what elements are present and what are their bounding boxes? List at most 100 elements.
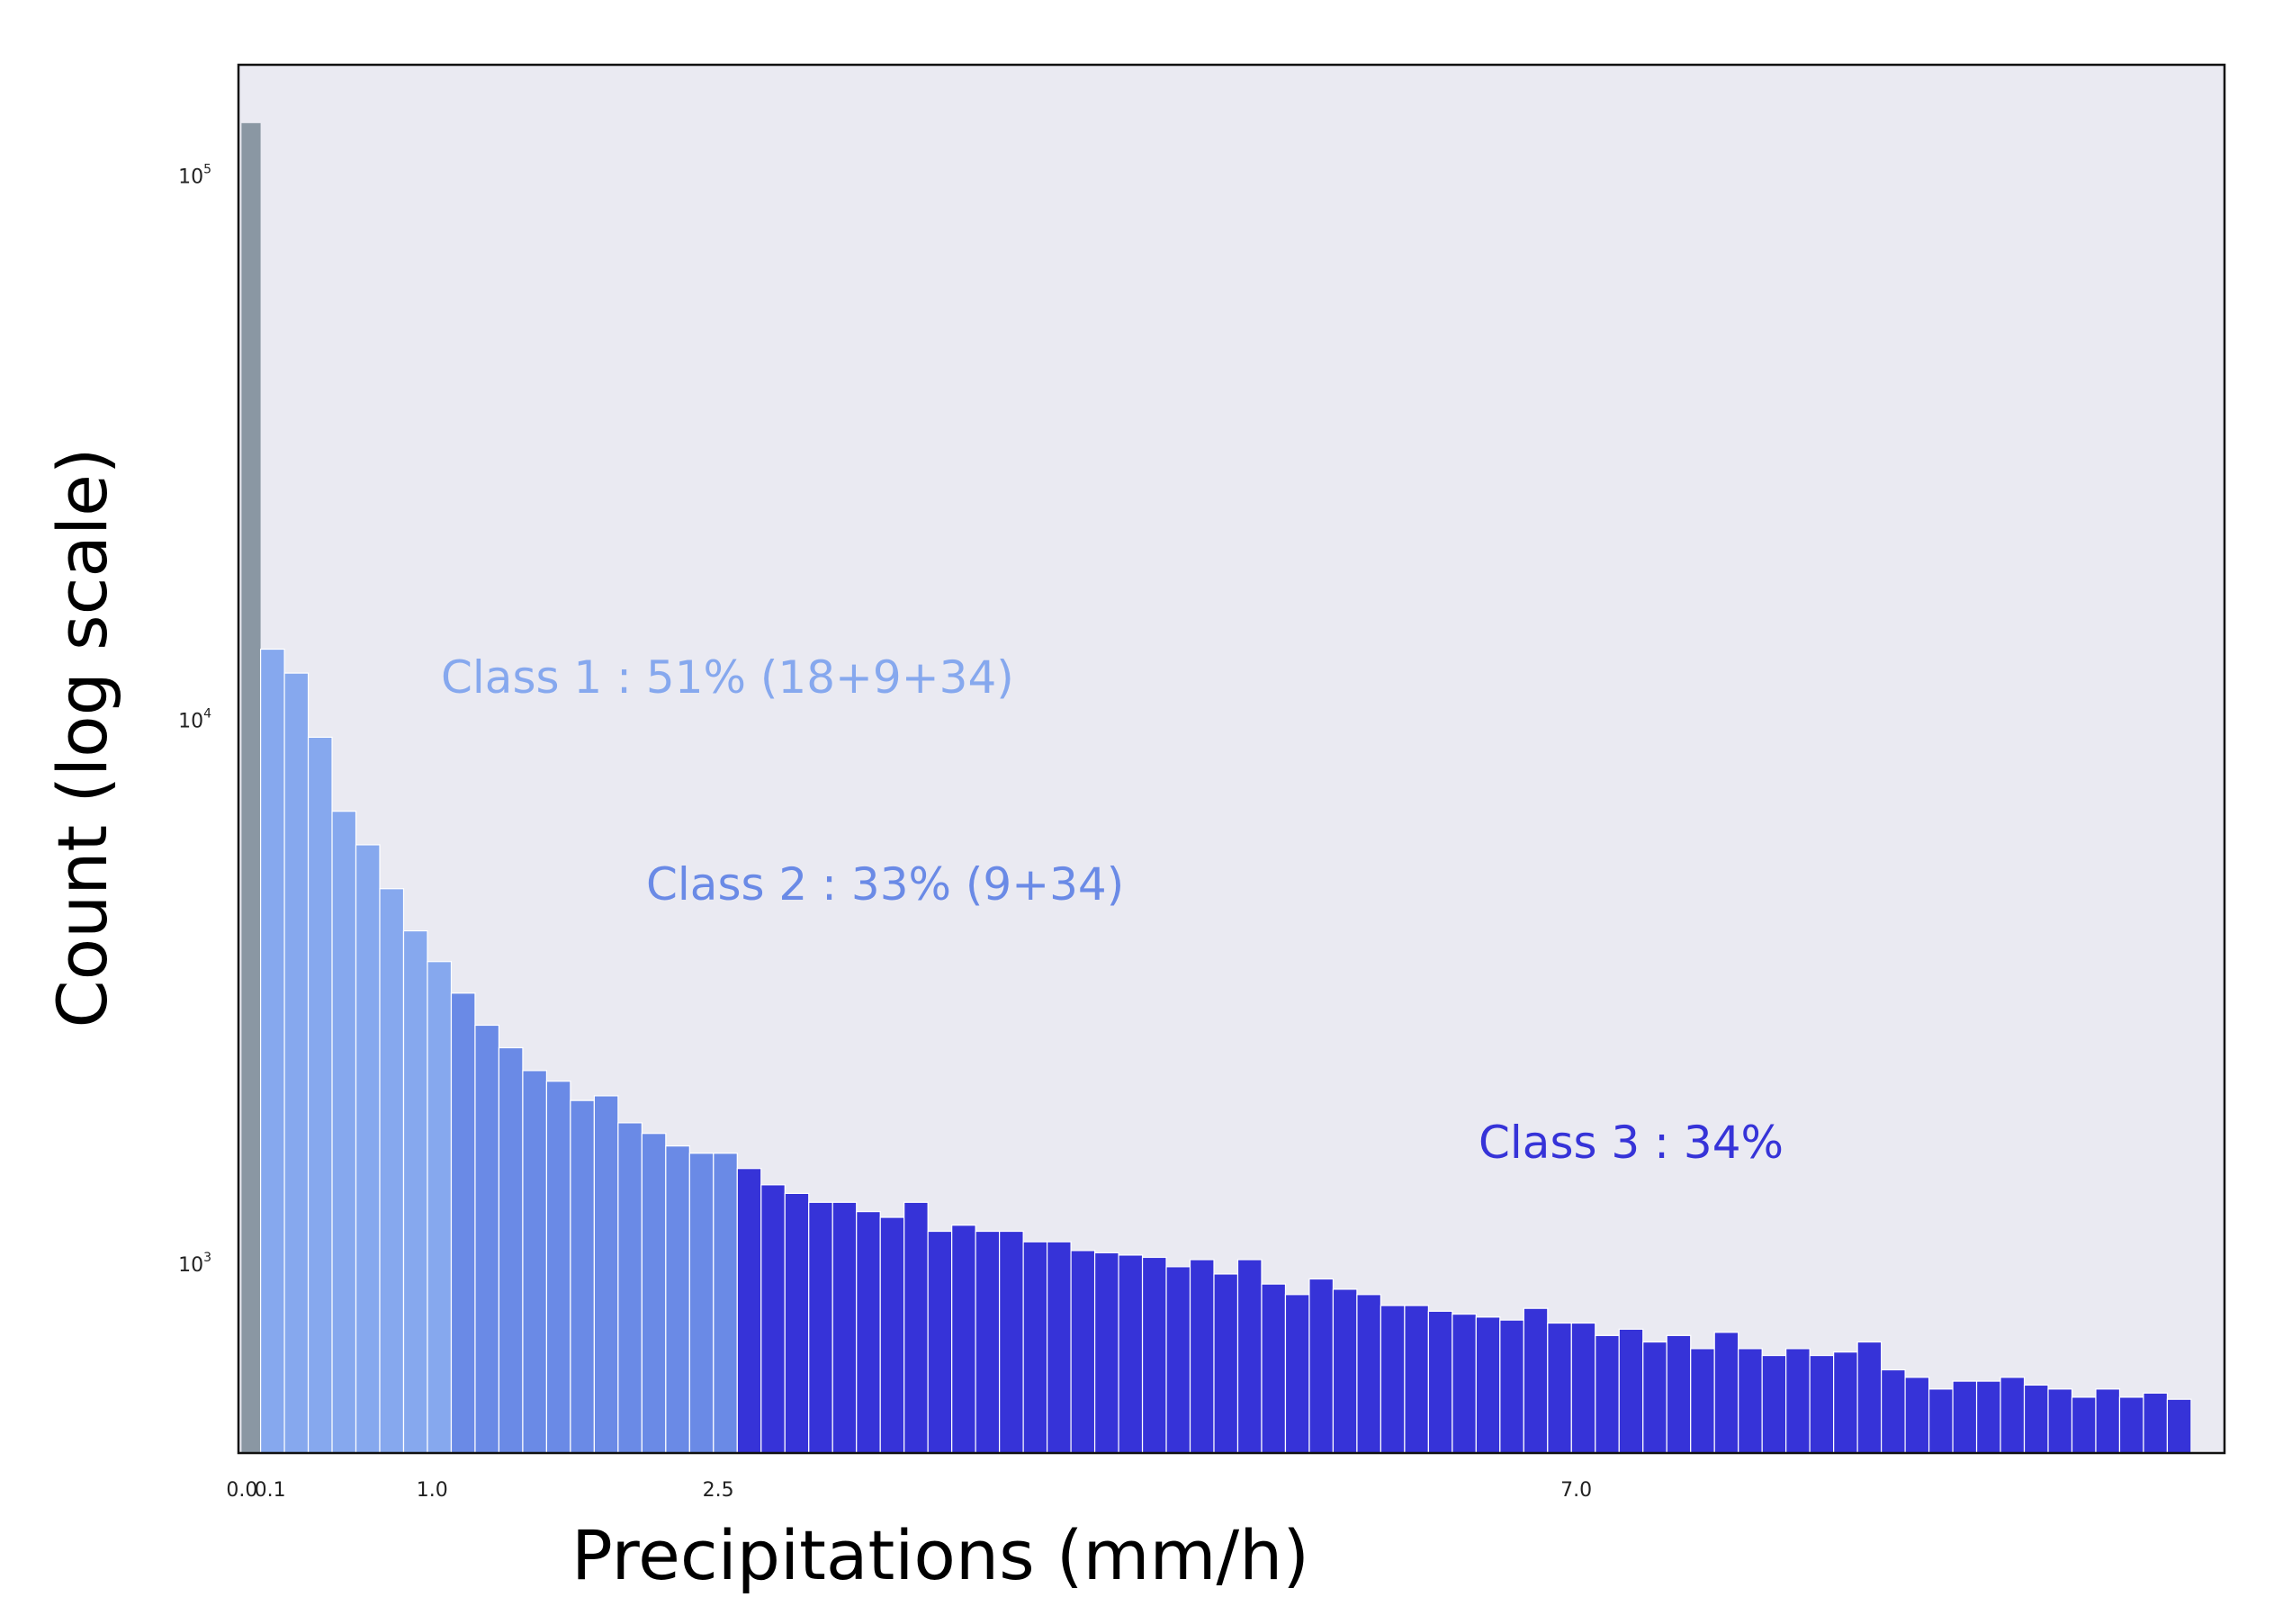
class-annotations: Class 1 : 51% (18+9+34) Class 2 : 33% (9+… (441, 651, 1784, 1169)
bar (1785, 1348, 1811, 1454)
bar (1118, 1254, 1144, 1454)
bar (1761, 1354, 1787, 1454)
bar (1165, 1266, 1191, 1454)
bar (1427, 1310, 1453, 1454)
bar (617, 1122, 643, 1454)
bar (1856, 1341, 1883, 1454)
x-tick-label: 0.1 (255, 1479, 286, 1502)
class-annotation-1: Class 1 : 51% (18+9+34) (441, 651, 1014, 704)
bar (1236, 1259, 1263, 1454)
bar (593, 1095, 619, 1454)
bar (665, 1145, 690, 1454)
bar (2118, 1396, 2144, 1454)
bar (808, 1201, 833, 1454)
bar (856, 1211, 881, 1454)
y-axis-title: Count (log scale) (42, 448, 122, 1028)
class-annotation-2: Class 2 : 33% (9+34) (646, 858, 1124, 911)
bar (1928, 1388, 1954, 1454)
bar (1595, 1334, 1620, 1454)
bar (1047, 1241, 1072, 1454)
bar (283, 672, 310, 1454)
bar (1570, 1322, 1596, 1454)
bar (831, 1201, 858, 1454)
x-tick-label: 0.0 (226, 1479, 257, 1502)
bar (1881, 1368, 1906, 1454)
bar (522, 1070, 548, 1454)
bar (784, 1192, 810, 1454)
bar (355, 844, 381, 1454)
bar (1809, 1354, 1835, 1454)
bar (1189, 1259, 1215, 1454)
bar (1332, 1288, 1358, 1454)
bar (331, 811, 357, 1454)
bar (2047, 1388, 2073, 1454)
bar (1404, 1305, 1429, 1454)
bar (379, 888, 405, 1454)
bar-zero-bin (241, 122, 261, 1453)
bar (570, 1099, 595, 1454)
bar (1380, 1305, 1406, 1454)
bar (999, 1230, 1024, 1454)
y-tick-label: 103 (178, 1251, 211, 1277)
x-tick-label: 2.5 (703, 1479, 734, 1502)
bar (1904, 1377, 1930, 1454)
y-tick-labels: 103 104 105 (178, 162, 211, 1277)
bar (1952, 1380, 1978, 1454)
bar (1141, 1256, 1167, 1454)
bar (879, 1216, 905, 1454)
bar (1833, 1351, 1858, 1454)
x-tick-label: 1.0 (417, 1479, 448, 1502)
bar (1093, 1252, 1119, 1454)
bar (1475, 1316, 1501, 1454)
y-tick-label: 105 (178, 162, 211, 188)
bar (1523, 1307, 1549, 1454)
bar (259, 648, 285, 1454)
x-tick-label: 7.0 (1560, 1479, 1592, 1502)
bar (498, 1046, 524, 1454)
bar (951, 1225, 976, 1454)
bar (474, 1024, 500, 1454)
x-tick-labels: 0.00.1 1.0 2.5 7.0 (226, 1479, 1592, 1502)
bar (1547, 1322, 1572, 1454)
bar (2095, 1388, 2121, 1454)
bar (307, 736, 333, 1454)
bar (1738, 1348, 1763, 1454)
bar (1975, 1380, 2001, 1454)
bar (975, 1230, 1001, 1454)
plot-frame (237, 63, 2226, 1455)
bar (1618, 1328, 1644, 1454)
bar (1213, 1273, 1239, 1454)
bar (1499, 1319, 1524, 1454)
bar (736, 1168, 762, 1454)
bar (1690, 1348, 1715, 1454)
bar (1642, 1341, 1667, 1454)
bar (427, 961, 453, 1454)
bar (1666, 1334, 1692, 1454)
bar (450, 992, 476, 1454)
bar (2166, 1398, 2192, 1454)
bar (641, 1133, 667, 1454)
bar (1284, 1294, 1310, 1454)
bar (545, 1081, 571, 1454)
bar (402, 929, 428, 1454)
bar (688, 1153, 715, 1454)
bar (1356, 1294, 1382, 1454)
bar (1261, 1283, 1287, 1454)
class-annotation-3: Class 3 : 34% (1479, 1117, 1784, 1169)
bar (927, 1230, 953, 1454)
bar (1452, 1313, 1477, 1454)
bar (760, 1184, 786, 1454)
y-tick-label: 104 (178, 706, 211, 732)
bar (1022, 1241, 1048, 1454)
bar (2143, 1392, 2169, 1454)
bar (713, 1153, 738, 1454)
bar (1308, 1278, 1335, 1454)
x-axis-title: Precipitations (mm/h) (571, 1515, 1309, 1595)
bar (1713, 1332, 1739, 1454)
bar (2023, 1384, 2049, 1454)
bar (1070, 1250, 1096, 1454)
bar (2000, 1377, 2026, 1454)
bar (2071, 1396, 2097, 1454)
bar (903, 1201, 929, 1454)
